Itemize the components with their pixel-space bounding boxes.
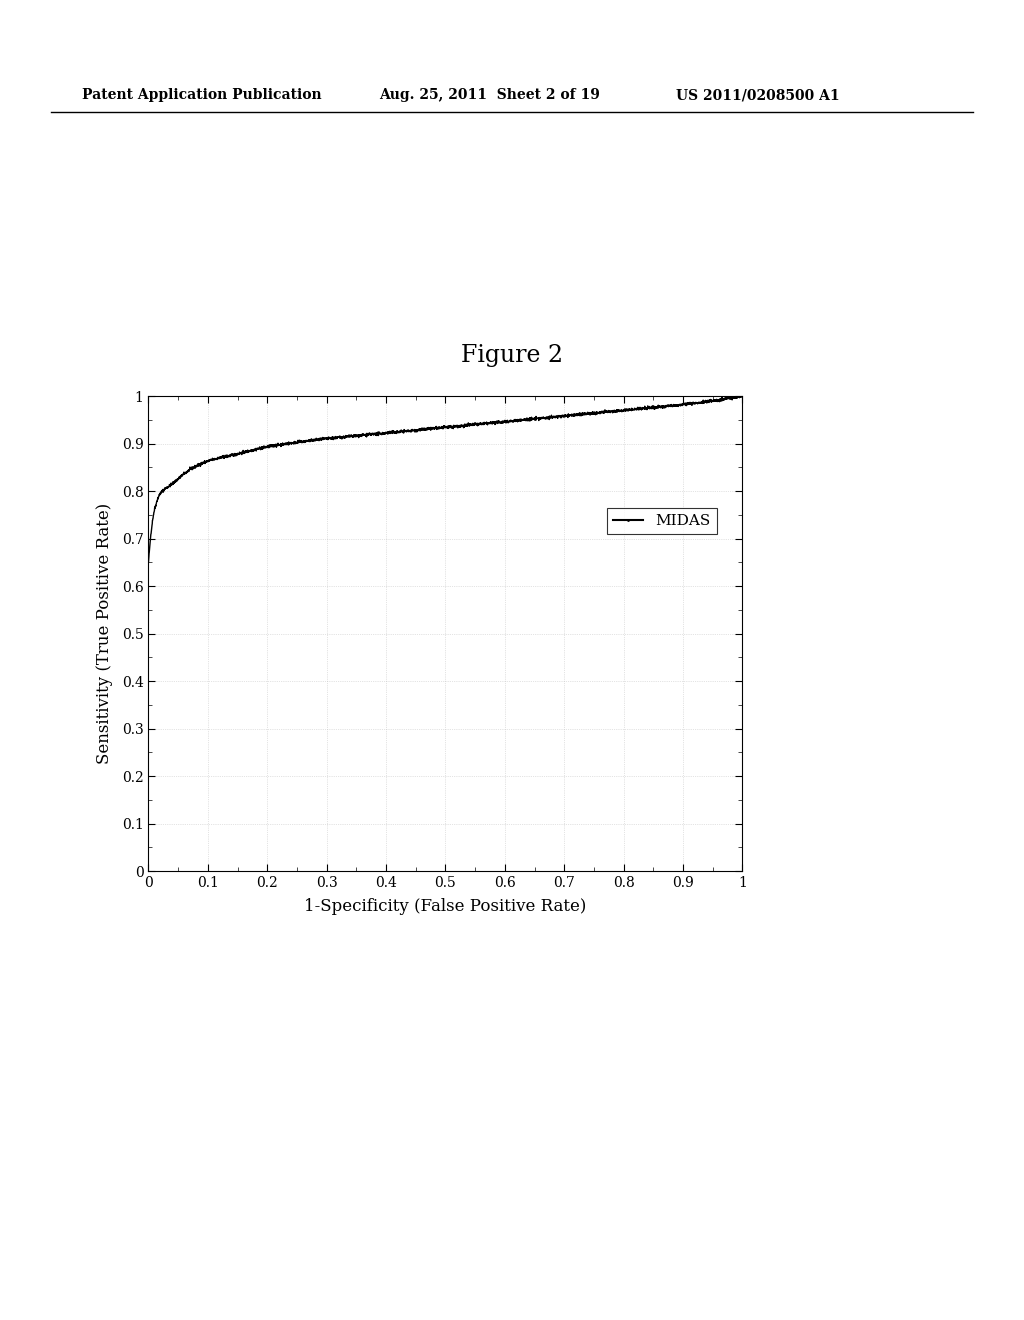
Text: Aug. 25, 2011  Sheet 2 of 19: Aug. 25, 2011 Sheet 2 of 19	[379, 88, 600, 102]
X-axis label: 1-Specificity (False Positive Rate): 1-Specificity (False Positive Rate)	[304, 899, 587, 915]
Text: Patent Application Publication: Patent Application Publication	[82, 88, 322, 102]
Text: Figure 2: Figure 2	[461, 343, 563, 367]
Legend: MIDAS: MIDAS	[606, 508, 717, 535]
Text: US 2011/0208500 A1: US 2011/0208500 A1	[676, 88, 840, 102]
Y-axis label: Sensitivity (True Positive Rate): Sensitivity (True Positive Rate)	[96, 503, 114, 764]
